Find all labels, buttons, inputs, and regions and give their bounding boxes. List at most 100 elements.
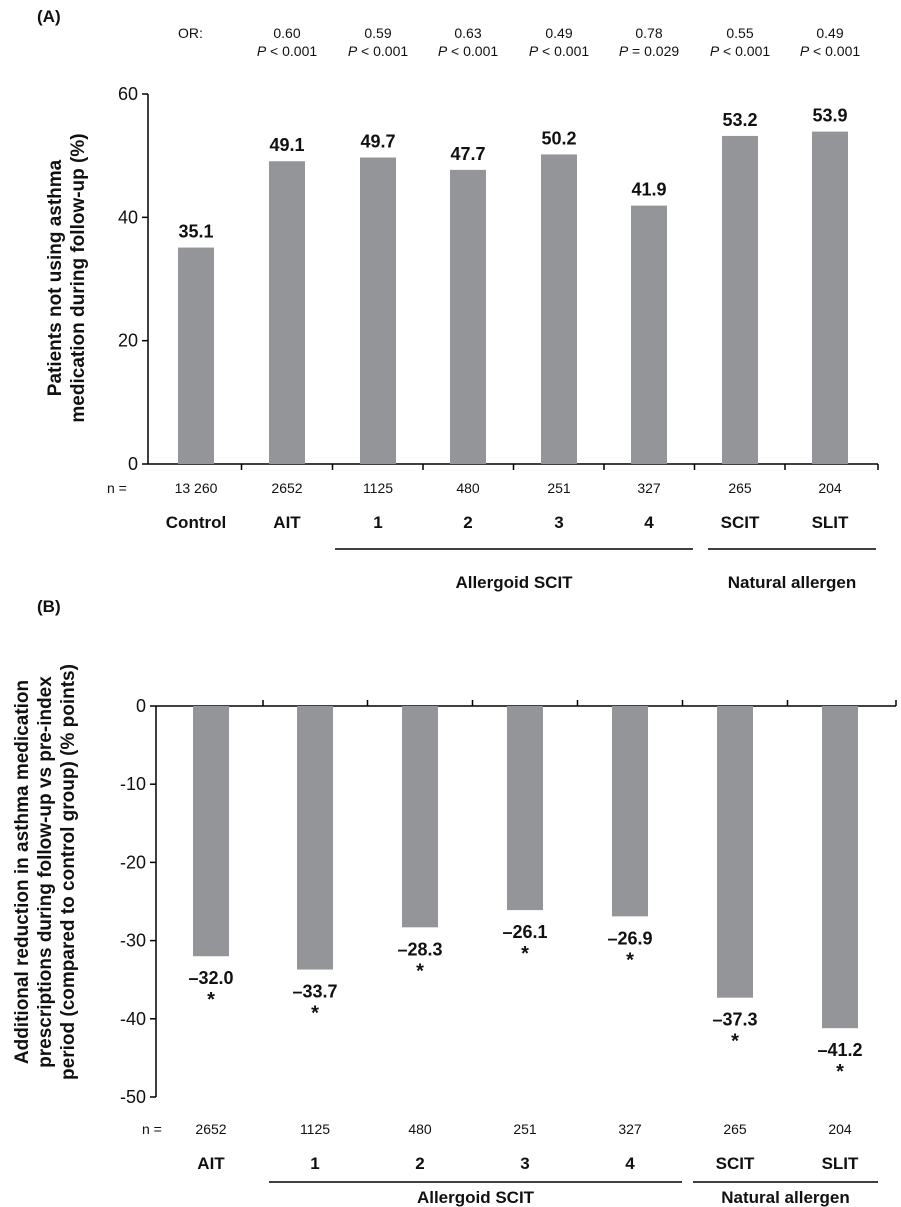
panel-a-group-label: Natural allergen [728, 573, 857, 592]
panel-b-n-value: 204 [828, 1121, 852, 1137]
panel-b-significance-star: * [626, 949, 634, 971]
panel-a-odds-ratio: 0.59 [364, 25, 391, 41]
panel-b-value-label: –28.3 [397, 939, 442, 959]
panel-a-y-tick-label: 20 [118, 331, 138, 351]
panel-a-n-value: 265 [728, 480, 752, 496]
p-value-text: = 0.029 [628, 43, 679, 59]
panel-b-n-value: 480 [408, 1121, 432, 1137]
p-symbol: P [529, 43, 539, 59]
p-value-text: < 0.001 [809, 43, 860, 59]
panel-b-significance-star: * [207, 989, 215, 1011]
panel-a-p-value: P < 0.001 [710, 43, 771, 59]
panel-b-category-label: AIT [197, 1154, 225, 1173]
panel-b-n-value: 265 [723, 1121, 747, 1137]
panel-b-value-label: –32.0 [188, 968, 233, 988]
panel-a-value-label: 41.9 [631, 180, 666, 200]
panel-a-category-label: SCIT [721, 513, 760, 532]
panel-a-value-label: 47.7 [450, 144, 485, 164]
panel-a-value-label: 35.1 [178, 222, 213, 242]
panel-a-p-value: P = 0.029 [619, 43, 680, 59]
panel-b-significance-star: * [311, 1003, 319, 1025]
panel-b-value-label: –26.9 [607, 928, 652, 948]
panel-b-n-value: 1125 [300, 1121, 330, 1137]
panel-a-bar [269, 161, 305, 464]
panel-a-odds-ratio: 0.63 [454, 25, 481, 41]
panel-b-n-value: 2652 [195, 1121, 226, 1137]
p-symbol: P [348, 43, 358, 59]
panel-b-bar [612, 706, 648, 917]
panel-a-n-value: 327 [637, 480, 661, 496]
p-symbol: P [438, 43, 448, 59]
panel-a-n-value: 2652 [271, 480, 302, 496]
panel-a-p-value: P < 0.001 [529, 43, 590, 59]
panel-b-bar [297, 706, 333, 970]
panel-a-odds-ratio: 0.55 [726, 25, 753, 41]
panel-a-n-value: 13 260 [175, 480, 218, 496]
panel-a-y-tick-label: 60 [118, 84, 138, 104]
panel-a-bar [450, 169, 486, 464]
p-value-text: < 0.001 [266, 43, 317, 59]
panel-b-n-value: 251 [513, 1121, 537, 1137]
panel-b-ylabel-line-3: period (compared to control group) (% po… [58, 664, 79, 1080]
panel-b-bar [717, 706, 753, 998]
panel-a-category-label: Control [166, 513, 226, 532]
panel-b-category-label: 3 [520, 1154, 529, 1173]
panel-b-significance-star: * [416, 960, 424, 982]
panel-b-bar [402, 706, 438, 928]
panel-a-p-value: P < 0.001 [348, 43, 409, 59]
panel-b-n-value: 327 [618, 1121, 642, 1137]
panel-b-n-prefix: n = [142, 1121, 162, 1137]
panel-a-p-value: P < 0.001 [438, 43, 499, 59]
panel-a-label: (A) [37, 7, 61, 26]
panel-a-value-label: 53.9 [812, 106, 847, 126]
panel-b-group-label: Allergoid SCIT [417, 1188, 535, 1207]
panel-b-label: (B) [37, 597, 61, 616]
panel-b-value-label: –37.3 [712, 1010, 757, 1030]
p-value-text: < 0.001 [719, 43, 770, 59]
or-prefix: OR: [178, 25, 203, 41]
panel-b-y-tick-label: -20 [120, 852, 146, 872]
panel-a-bar [178, 247, 214, 464]
panel-a-odds-ratio: 0.49 [545, 25, 572, 41]
panel-a-category-label: SLIT [812, 513, 849, 532]
panel-b-value-label: –26.1 [502, 922, 547, 942]
panel-b: (B) Additional reduction in asthma medic… [12, 597, 897, 1207]
panel-a-p-value: P < 0.001 [257, 43, 318, 59]
panel-a-y-tick-label: 40 [118, 207, 138, 227]
p-value-text: < 0.001 [538, 43, 589, 59]
p-symbol: P [257, 43, 267, 59]
panel-b-category-label: 2 [415, 1154, 424, 1173]
p-value-text: < 0.001 [357, 43, 408, 59]
panel-a-value-label: 49.1 [269, 135, 304, 155]
panel-b-y-tick-label: -40 [120, 1009, 146, 1029]
panel-a-bar [360, 157, 396, 464]
panel-b-bar [822, 706, 858, 1029]
panel-b-significance-star: * [521, 943, 529, 965]
panel-a-odds-ratio: 0.78 [635, 25, 662, 41]
p-symbol: P [800, 43, 810, 59]
panel-b-y-tick-label: 0 [136, 696, 146, 716]
panel-a-category-label: AIT [273, 513, 301, 532]
panel-b-y-tick-label: -30 [120, 931, 146, 951]
panel-b-group-label: Natural allergen [721, 1188, 850, 1207]
panel-a-bar [541, 154, 577, 464]
panel-b-significance-star: * [836, 1061, 844, 1083]
panel-a-category-label: 3 [554, 513, 563, 532]
panel-a-n-value: 1125 [363, 480, 393, 496]
panel-a-n-value: 251 [547, 480, 571, 496]
panel-a-value-label: 50.2 [541, 128, 576, 148]
panel-b-category-label: 4 [625, 1154, 635, 1173]
panel-b-y-tick-label: -10 [120, 774, 146, 794]
panel-b-y-tick-label: -50 [120, 1087, 146, 1107]
panel-a: (A) OR: Patients not using asthma medica… [37, 7, 879, 592]
panel-a-bar [631, 205, 667, 464]
panel-b-significance-star: * [731, 1031, 739, 1053]
panel-a-n-value: 480 [456, 480, 480, 496]
panel-b-category-label: SCIT [716, 1154, 755, 1173]
panel-b-bars: 0-10-20-30-40-50–32.0*2652AIT–33.7*11251… [120, 696, 897, 1207]
panel-b-category-label: 1 [310, 1154, 319, 1173]
p-symbol: P [619, 43, 629, 59]
panel-b-bar [507, 706, 543, 911]
panel-a-ylabel-line-2: medication during follow-up (%) [68, 133, 89, 422]
